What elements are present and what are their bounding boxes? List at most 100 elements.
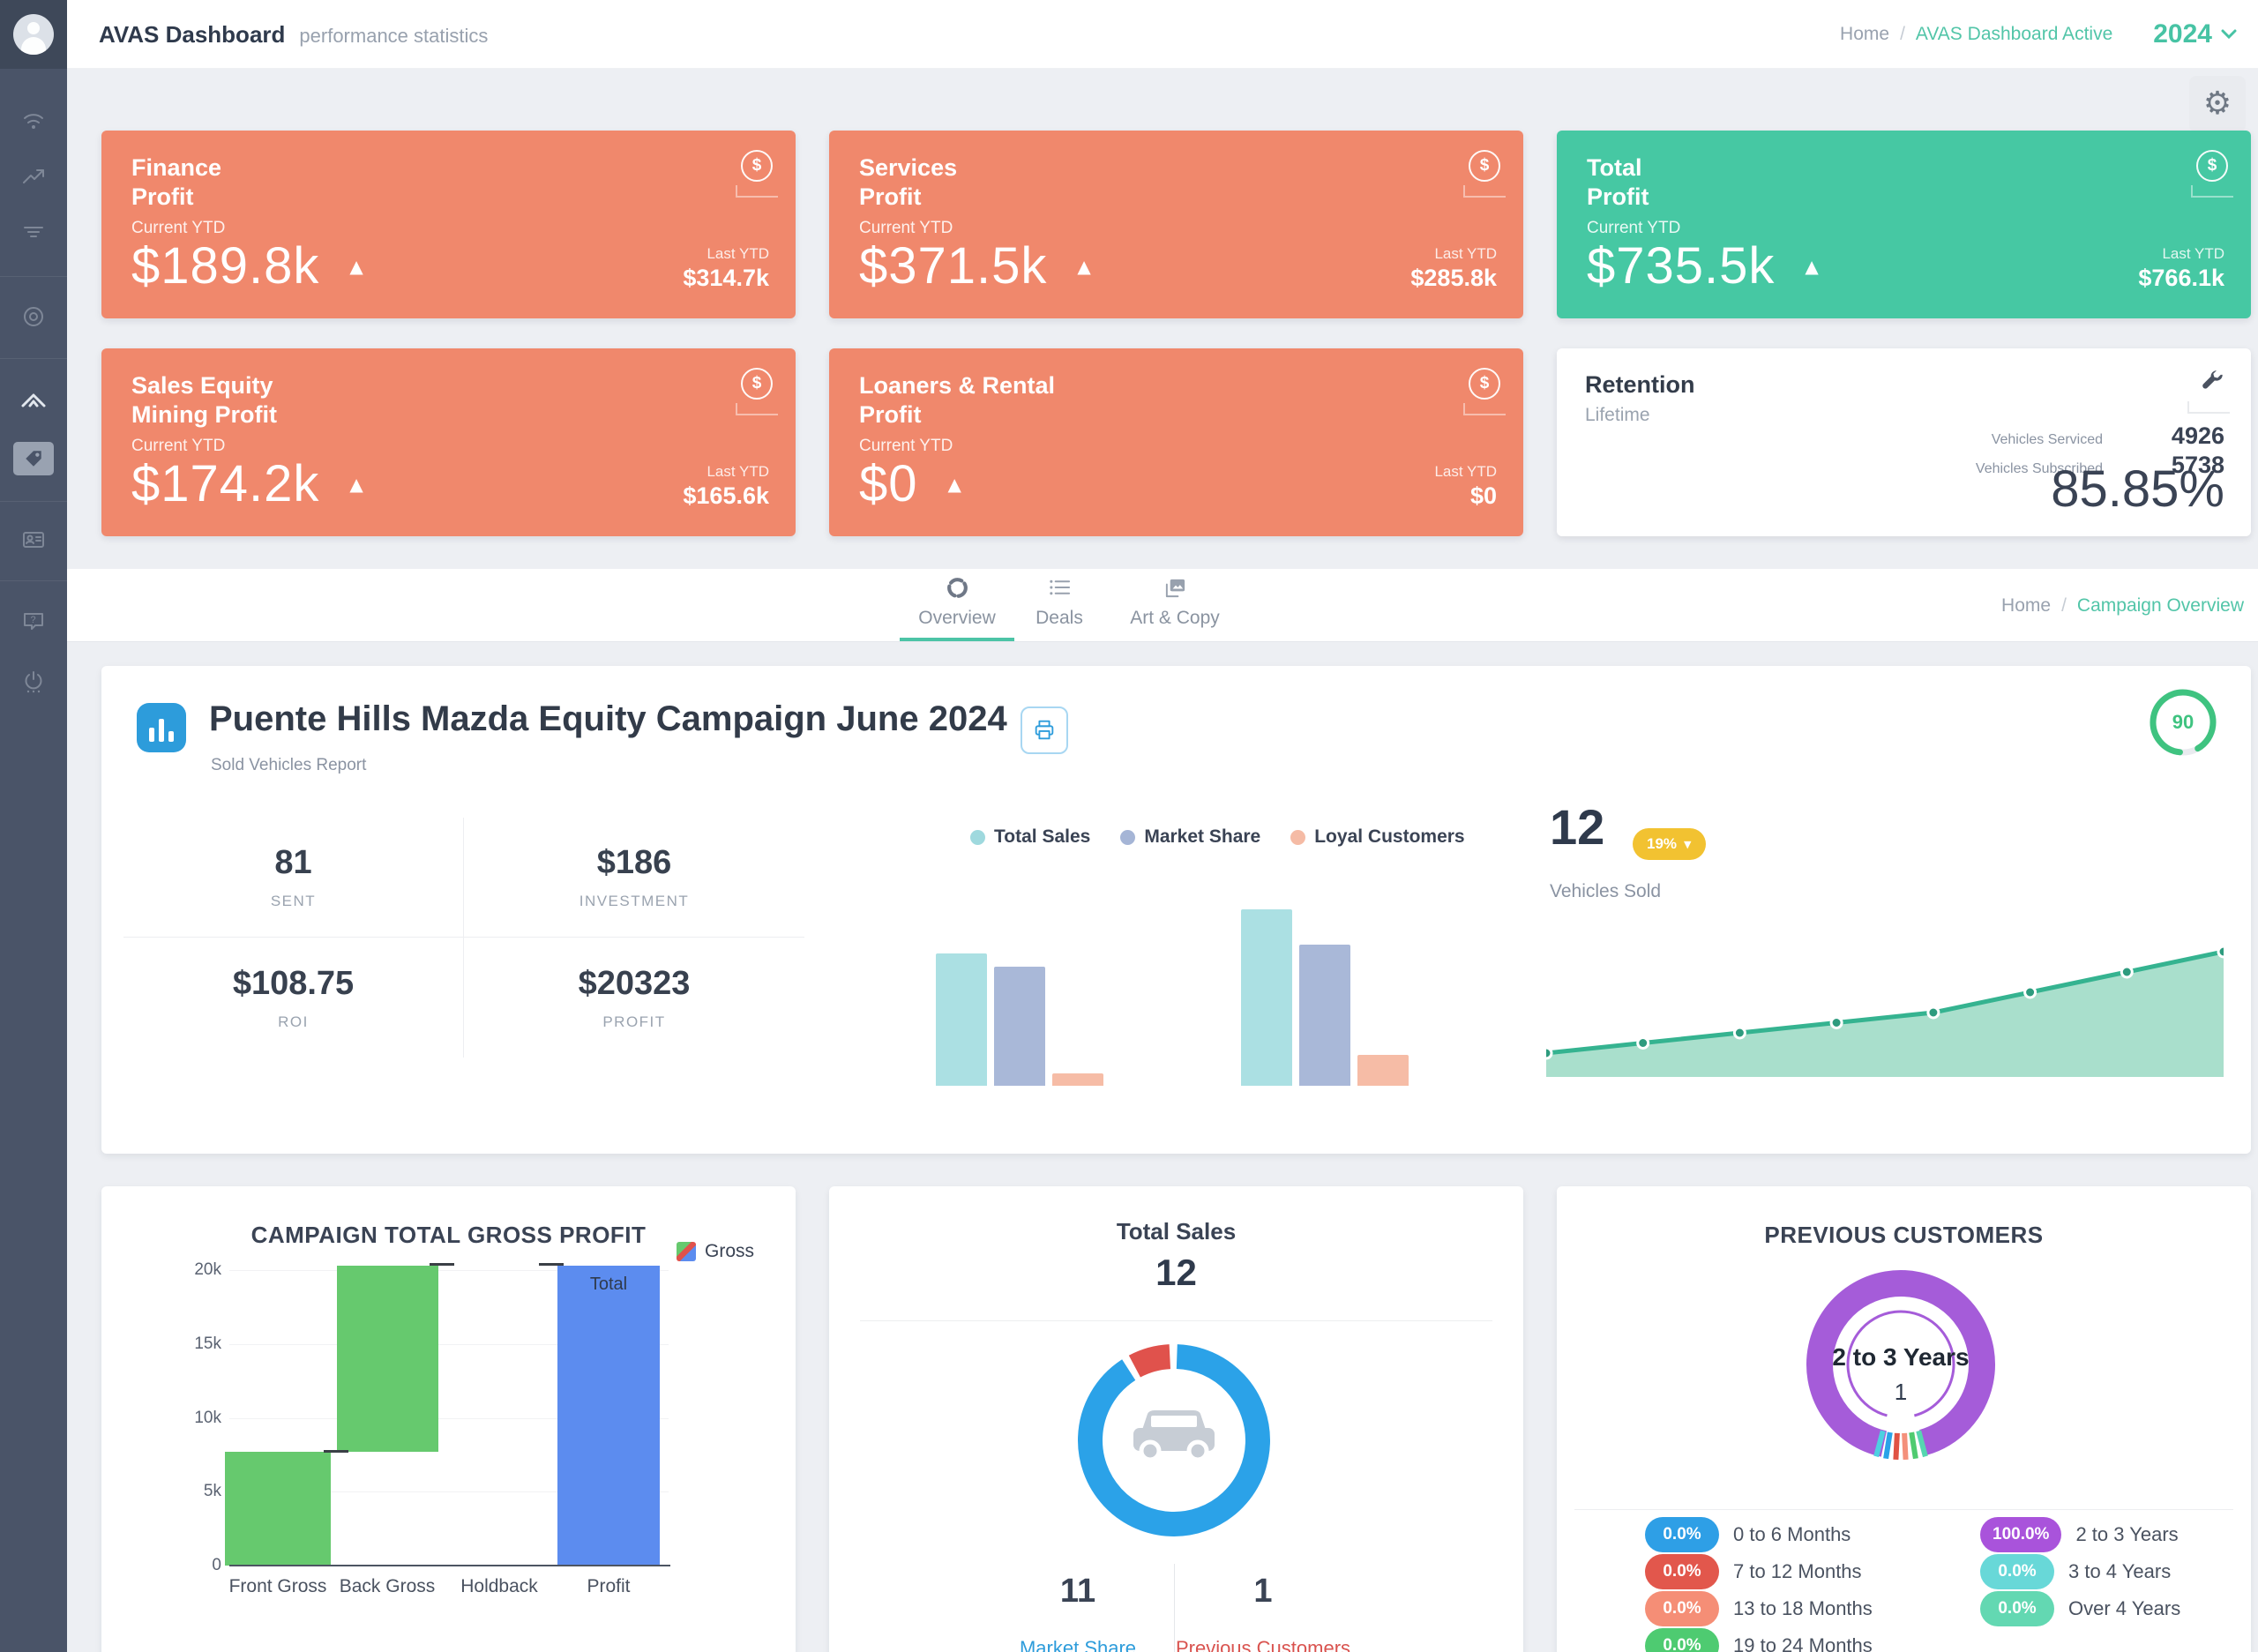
settings-button[interactable]: ⚙ (2189, 76, 2246, 132)
previous-customers-stat: 1 Previous Customers (1140, 1573, 1387, 1652)
id-card-icon[interactable] (16, 522, 51, 557)
breadcrumb-separator: / (1900, 24, 1905, 44)
kpi-period: Current YTD (131, 437, 226, 455)
gross-legend: Gross (677, 1241, 754, 1262)
kpi-last-label: Last YTD (1434, 463, 1497, 480)
top-bar: AVAS Dashboard performance statistics Hom… (67, 0, 2258, 69)
sales-legend: Total Sales Market Share Loyal Customers (970, 826, 1465, 848)
breadcrumb-home-link[interactable]: Home (1840, 24, 1890, 44)
campaign-overview-card: Puente Hills Mazda Equity Campaign June … (101, 666, 2251, 1154)
legend-0-6-months: 0.0% 0 to 6 Months (1645, 1517, 1851, 1552)
peak-icon[interactable] (16, 383, 51, 418)
vehicles-sold-badge[interactable]: 19% ▼ (1633, 828, 1706, 860)
campaign-subtitle: Sold Vehicles Report (211, 756, 367, 774)
legend-market-share: Market Share (1120, 826, 1260, 848)
legend-over-4-years: 0.0% Over 4 Years (1980, 1591, 2180, 1626)
kpi-title: Total Profit (1587, 154, 1649, 210)
breadcrumb-home-link[interactable]: Home (2001, 595, 2052, 616)
gross-profit-title: CAMPAIGN TOTAL GROSS PROFIT (250, 1222, 647, 1248)
kpi-card-services-profit: Services Profit Current YTD $ $371.5k ▲ La… (829, 131, 1523, 318)
market-share-stat: 11 Market Share (954, 1573, 1201, 1652)
up-arrow-icon: ▲ (1077, 255, 1092, 277)
up-arrow-icon: ▲ (947, 473, 962, 495)
print-button[interactable] (1021, 706, 1068, 754)
y-tick: 0 (212, 1556, 221, 1574)
retention-card: Retention Lifetime Vehicles Serviced 4926… (1557, 348, 2251, 536)
header-breadcrumb: Home / AVAS Dashboard Active 2024 (1840, 0, 2237, 69)
filter-icon[interactable] (16, 214, 51, 250)
campaign-title: Puente Hills Mazda Equity Campaign June … (209, 699, 1007, 738)
tab-overview[interactable]: Overview (900, 576, 1014, 629)
total-sales-title: Total Sales (1116, 1218, 1237, 1245)
price-tag-icon[interactable] (13, 442, 54, 475)
legend-3-4-years: 0.0% 3 to 4 Years (1980, 1554, 2171, 1589)
kpi-card-loaners-rental-profit: Loaners & Rental Profit Current YTD $ $0 ▲… (829, 348, 1523, 536)
breadcrumb-current[interactable]: AVAS Dashboard Active (1915, 24, 2113, 44)
avatar-box (0, 0, 67, 69)
y-tick: 5k (203, 1482, 221, 1500)
kpi-title: Services Profit (859, 154, 958, 210)
legend-7-12-months: 0.0% 7 to 12 Months (1645, 1554, 1862, 1589)
kpi-last-label: Last YTD (2162, 245, 2224, 262)
wifi-icon[interactable] (16, 103, 51, 138)
power-icon[interactable] (16, 663, 51, 699)
kpi-value: $0 ▲ (859, 455, 962, 512)
trending-up-icon[interactable] (16, 160, 51, 195)
legend-2-3-years: 100.0% 2 to 3 Years (1980, 1517, 2179, 1552)
svg-text:?: ? (31, 615, 36, 625)
kpi-last-value: $314.7k (683, 265, 769, 291)
previous-customers-title: PREVIOUS CUSTOMERS (1764, 1222, 2044, 1248)
up-arrow-icon: ▲ (349, 255, 364, 277)
legend-loyal-customers: Loyal Customers (1290, 826, 1465, 848)
target-icon[interactable] (16, 299, 51, 334)
vehicles-sold-trend-chart (1546, 945, 2224, 1077)
breadcrumb-current[interactable]: Campaign Overview (2076, 595, 2244, 616)
donut-center-label: 2 to 3 Years (1832, 1343, 1970, 1371)
gear-icon: ⚙ (2202, 86, 2232, 122)
x-label-profit: Profit (587, 1576, 631, 1596)
dollar-icon: $ (1469, 150, 1500, 182)
gross-profit-card: CAMPAIGN TOTAL GROSS PROFIT 20k 15k 10k … (101, 1186, 796, 1652)
kpi-period: Current YTD (859, 437, 953, 455)
legend-13-18-months: 0.0% 13 to 18 Months (1645, 1591, 1873, 1626)
help-icon[interactable]: ? (16, 605, 51, 640)
active-tab-underline (900, 638, 1014, 641)
kpi-value: $371.5k ▲ (859, 237, 1092, 295)
kpi-last-value: $285.8k (1410, 265, 1497, 291)
kpi-last-label: Last YTD (707, 463, 769, 480)
kpi-last-label: Last YTD (707, 245, 769, 262)
x-label-back-gross: Back Gross (339, 1576, 436, 1596)
stat-profit: $20323 PROFIT (578, 964, 691, 1030)
tab-deals[interactable]: Deals (1020, 576, 1099, 629)
sidebar: ? (0, 0, 67, 1652)
tab-art-and-copy[interactable]: Art & Copy (1104, 576, 1245, 629)
x-label-front-gross: Front Gross (228, 1576, 327, 1596)
bar-group2-loyal-customers (1357, 1055, 1409, 1086)
stat-investment: $186 INVESTMENT (464, 818, 804, 938)
y-tick: 10k (194, 1409, 221, 1427)
bar-group2-market-share (1299, 945, 1350, 1086)
retention-title: Retention (1585, 371, 1695, 398)
vehicles-sold-label: Vehicles Sold (1550, 881, 1662, 901)
wrench-icon (2200, 370, 2226, 400)
x-label-holdback: Holdback (460, 1576, 538, 1596)
kpi-period: Current YTD (1587, 219, 1681, 237)
stat-roi: $108.75 ROI (123, 938, 464, 1058)
year-selector[interactable]: 2024 (2153, 19, 2237, 49)
donut-tick-marks (1873, 1430, 1928, 1461)
total-sales-value: 12 (1155, 1252, 1197, 1293)
dollar-icon: $ (741, 368, 773, 400)
list-icon (1049, 579, 1070, 595)
dollar-icon: $ (1469, 368, 1500, 400)
image-icon (1165, 579, 1185, 598)
legend-total-sales: Total Sales (970, 826, 1090, 848)
caret-down-icon: ▼ (1684, 838, 1692, 850)
kpi-title: Finance Profit (131, 154, 222, 210)
bar-chart-icon (137, 703, 186, 752)
previous-customers-link[interactable]: Previous Customers (1175, 1637, 1351, 1652)
avatar[interactable] (13, 14, 54, 55)
app-subtitle: performance statistics (299, 25, 489, 47)
market-share-link[interactable]: Market Share (1019, 1637, 1137, 1652)
kpi-value: $189.8k ▲ (131, 237, 364, 295)
